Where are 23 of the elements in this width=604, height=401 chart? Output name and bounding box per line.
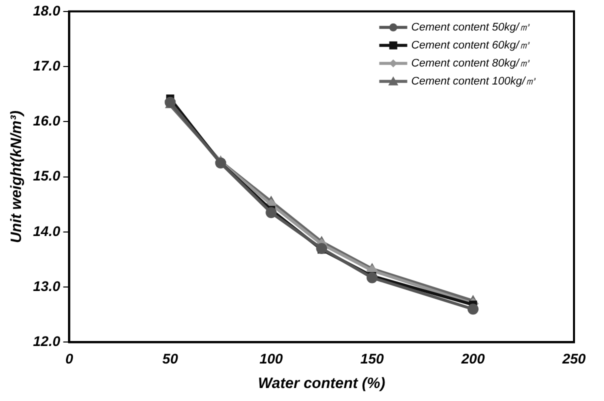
legend-label: Cement content 100kg/㎥ (411, 75, 536, 88)
x-axis-title: Water content (%) (258, 375, 386, 392)
x-tick-label: 150 (360, 350, 384, 366)
x-tick-label: 250 (561, 350, 586, 366)
y-tick-label: 18.0 (33, 2, 60, 18)
legend-label: Cement content 60kg/㎥ (411, 39, 530, 52)
y-tick-label: 16.0 (33, 112, 60, 129)
y-tick-label: 14.0 (33, 222, 60, 239)
x-tick-label: 50 (162, 350, 178, 366)
x-tick-label: 0 (65, 350, 74, 366)
y-tick-label: 17.0 (33, 57, 60, 74)
legend-label: Cement content 80kg/㎥ (411, 57, 530, 70)
point (366, 272, 378, 284)
y-axis-title: Unit weight(kN/m³) (8, 110, 26, 244)
legend-label: Cement content 50kg/㎥ (411, 21, 530, 34)
point (266, 207, 277, 218)
y-tick-label: 12.0 (33, 333, 60, 350)
y-tick-label: 13.0 (33, 278, 60, 294)
point (468, 304, 479, 315)
x-tick-label: 100 (259, 350, 284, 366)
y-tick-label: 15.0 (33, 168, 60, 184)
point (316, 242, 328, 254)
x-tick-label: 200 (460, 350, 485, 366)
